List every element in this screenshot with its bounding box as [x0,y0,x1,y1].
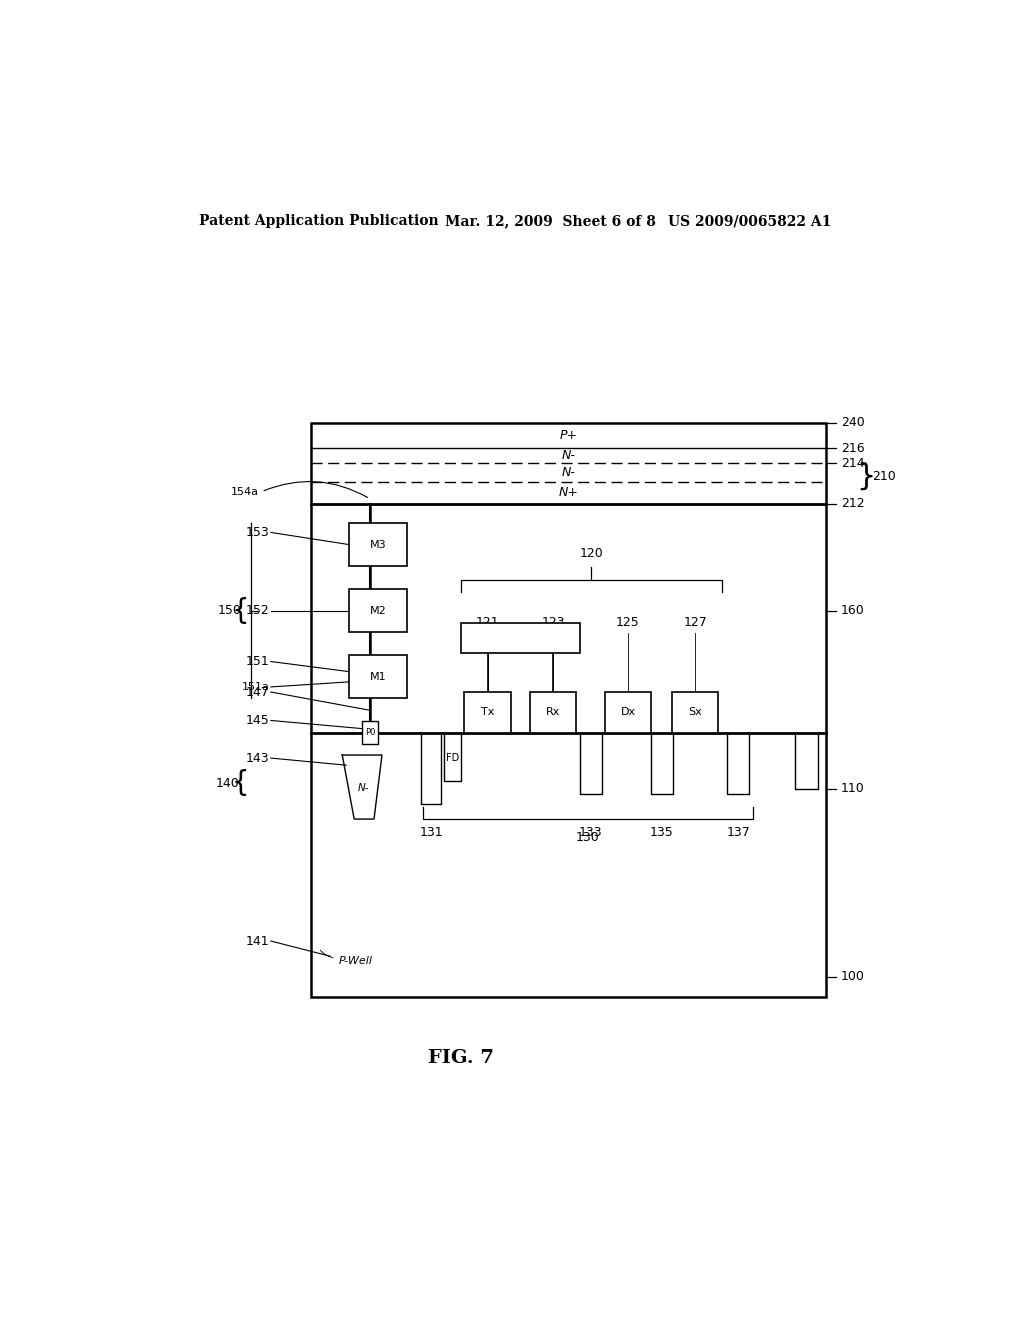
Text: 141: 141 [246,935,269,948]
Text: M3: M3 [370,540,386,549]
Text: Rx: Rx [546,708,560,717]
FancyBboxPatch shape [349,589,407,632]
Text: 210: 210 [872,470,896,483]
FancyBboxPatch shape [362,722,378,744]
FancyBboxPatch shape [349,656,407,698]
FancyBboxPatch shape [465,692,511,733]
Text: 133: 133 [579,826,602,838]
Text: 135: 135 [650,826,674,838]
Text: 151: 151 [246,655,269,668]
Text: 147: 147 [246,685,269,698]
Text: P-Well: P-Well [338,957,373,966]
FancyBboxPatch shape [349,523,407,566]
Text: Sx: Sx [688,708,702,717]
Text: N+: N+ [558,486,579,499]
Text: US 2009/0065822 A1: US 2009/0065822 A1 [668,214,831,228]
Text: N-: N- [358,783,370,792]
Text: 100: 100 [841,970,864,983]
Text: Dx: Dx [621,708,636,717]
Text: 160: 160 [841,605,864,618]
Text: FD: FD [446,754,459,763]
Text: P+: P+ [559,429,578,442]
Text: Patent Application Publication: Patent Application Publication [200,214,439,228]
Text: 216: 216 [841,442,864,454]
FancyBboxPatch shape [605,692,651,733]
Text: N-: N- [561,466,575,479]
Text: 214: 214 [841,457,864,470]
Text: 212: 212 [841,498,864,511]
FancyBboxPatch shape [461,623,581,653]
Text: 145: 145 [246,714,269,727]
Text: N-: N- [561,449,575,462]
Text: 240: 240 [841,416,864,429]
Text: Mar. 12, 2009  Sheet 6 of 8: Mar. 12, 2009 Sheet 6 of 8 [445,214,656,228]
Text: M2: M2 [370,606,386,615]
Text: P0: P0 [365,729,375,737]
Text: 120: 120 [580,548,603,560]
Text: 137: 137 [726,826,751,838]
Text: 123: 123 [542,616,565,630]
Text: 140: 140 [215,777,240,789]
Bar [310,422,826,997]
Text: 151a: 151a [242,682,269,692]
Text: 130: 130 [577,830,600,843]
Text: {: { [231,597,250,624]
FancyBboxPatch shape [673,692,719,733]
Text: 131: 131 [420,826,443,838]
Text: 150: 150 [218,605,242,618]
Text: 143: 143 [246,751,269,764]
Text: FIG. 7: FIG. 7 [428,1049,495,1067]
Text: 121: 121 [476,616,500,630]
Text: 125: 125 [616,616,640,630]
Text: 153: 153 [246,525,269,539]
Text: Tx: Tx [481,708,495,717]
Text: 152: 152 [246,605,269,618]
FancyBboxPatch shape [530,692,577,733]
Text: {: { [231,770,250,797]
Text: 110: 110 [841,781,864,795]
Text: M1: M1 [370,672,386,681]
Text: }: } [856,462,876,491]
Text: 154a: 154a [231,487,259,496]
Text: 127: 127 [684,616,708,630]
